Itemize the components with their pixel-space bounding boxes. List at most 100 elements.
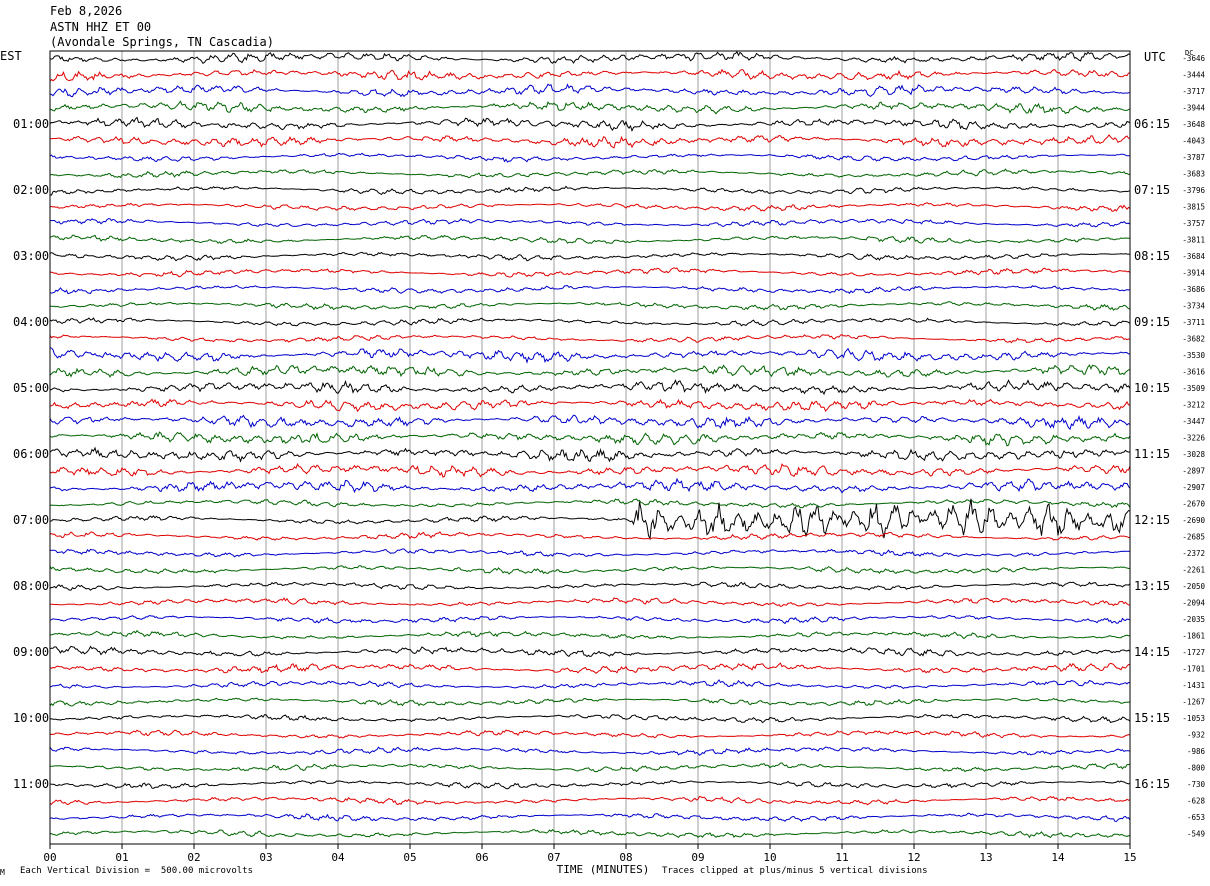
dc-offset-label: -1701 bbox=[1182, 665, 1205, 674]
dc-offset-label: -2035 bbox=[1182, 615, 1205, 624]
trace-line bbox=[50, 134, 1130, 149]
dc-offset-label: -3212 bbox=[1182, 401, 1205, 410]
plot-date: Feb 8,2026 bbox=[50, 4, 123, 18]
dc-offset-label: -3787 bbox=[1182, 153, 1205, 162]
x-tick-label: 14 bbox=[1051, 851, 1065, 864]
seismic-traces bbox=[49, 50, 1131, 839]
trace-line bbox=[49, 446, 1131, 463]
x-tick-label: 04 bbox=[331, 851, 345, 864]
dc-offset-label: -2372 bbox=[1182, 549, 1205, 558]
right-timezone-label: UTC bbox=[1144, 50, 1166, 64]
left-hour-label: 11:00 bbox=[13, 777, 49, 791]
left-hour-label: 02:00 bbox=[13, 183, 49, 197]
trace-line bbox=[49, 614, 1131, 625]
dc-offset-label: -3757 bbox=[1182, 219, 1205, 228]
trace-line bbox=[49, 762, 1131, 773]
trace-line bbox=[49, 729, 1131, 739]
left-hour-label: 10:00 bbox=[13, 711, 49, 725]
dc-offset-label: -549 bbox=[1187, 830, 1205, 839]
trace-line bbox=[49, 662, 1131, 674]
right-hour-label: 07:15 bbox=[1134, 183, 1170, 197]
left-hour-label: 01:00 bbox=[13, 117, 49, 131]
dc-offset-label: -3944 bbox=[1182, 104, 1205, 113]
trace-line bbox=[49, 795, 1131, 806]
dc-offset-label: -3444 bbox=[1182, 71, 1205, 80]
dc-offset-label: -3646 bbox=[1182, 54, 1205, 63]
dc-offset-label: -1431 bbox=[1182, 681, 1205, 690]
trace-line bbox=[49, 267, 1131, 278]
dc-offset-label: -730 bbox=[1187, 780, 1206, 789]
left-hour-labels: 01:00 02:00 03:00 04:00 05:00 06:00 07:00 08:00… bbox=[13, 117, 49, 791]
scale-note: Each Vertical Division = 500.00 microvol… bbox=[20, 866, 253, 876]
x-tick-label: 08 bbox=[619, 851, 632, 864]
x-tick-label: 07 bbox=[547, 851, 560, 864]
dc-offset-label: -628 bbox=[1187, 797, 1206, 806]
left-hour-label: 05:00 bbox=[13, 381, 49, 395]
dc-offset-label: -2685 bbox=[1182, 533, 1205, 542]
right-hour-label: 16:15 bbox=[1134, 777, 1170, 791]
dc-offset-label: -986 bbox=[1187, 747, 1206, 756]
dc-offset-label: -2670 bbox=[1182, 500, 1205, 509]
dc-offset-label: -2690 bbox=[1182, 516, 1205, 525]
dc-offset-label: -3226 bbox=[1182, 434, 1205, 443]
trace-line bbox=[49, 68, 1131, 82]
dc-offset-label: -3684 bbox=[1182, 252, 1205, 261]
trace-line bbox=[49, 498, 1131, 541]
trace-line bbox=[49, 812, 1131, 822]
dc-offset-label: -3686 bbox=[1182, 285, 1205, 294]
trace-line bbox=[49, 746, 1131, 756]
trace-line bbox=[49, 334, 1131, 344]
dc-offset-label: -3447 bbox=[1182, 417, 1205, 426]
dc-offset-label: -3028 bbox=[1182, 450, 1205, 459]
right-hour-labels: 06:15 07:15 08:15 09:15 10:15 11:15 12:15 13:15… bbox=[1134, 117, 1170, 791]
x-axis-title: TIME (MINUTES) bbox=[557, 863, 650, 876]
trace-line bbox=[49, 100, 1131, 115]
trace-line bbox=[49, 317, 1131, 327]
dc-offset-label: -3509 bbox=[1182, 384, 1205, 393]
dc-header-label: DC bbox=[1185, 49, 1194, 57]
x-tick-label: 09 bbox=[691, 851, 704, 864]
trace-line bbox=[49, 284, 1131, 295]
x-tick-label: 11 bbox=[835, 851, 848, 864]
trace-line bbox=[49, 581, 1131, 591]
trace-line bbox=[49, 202, 1131, 212]
dc-offset-label: -3616 bbox=[1182, 368, 1205, 377]
trace-line bbox=[49, 697, 1131, 707]
right-hour-label: 12:15 bbox=[1134, 513, 1170, 527]
x-tick-label: 06 bbox=[475, 851, 488, 864]
clip-note: Traces clipped at plus/minus 5 vertical … bbox=[662, 866, 928, 876]
right-hour-label: 14:15 bbox=[1134, 645, 1170, 659]
dc-offset-label: -2897 bbox=[1182, 467, 1205, 476]
dc-offset-labels: -3646 -3444 -3717 -3944 -3648 -4043 -3787 -3683… bbox=[1182, 54, 1205, 839]
dc-offset-label: -1861 bbox=[1182, 632, 1205, 641]
left-hour-label: 07:00 bbox=[13, 513, 49, 527]
trace-line bbox=[49, 498, 1131, 509]
left-hour-label: 09:00 bbox=[13, 645, 49, 659]
plot-frame bbox=[49, 50, 1131, 845]
trace-line bbox=[49, 780, 1131, 790]
trace-line bbox=[49, 629, 1131, 640]
dc-offset-label: -1053 bbox=[1182, 714, 1205, 723]
dc-offset-label: -3796 bbox=[1182, 186, 1205, 195]
left-hour-label: 04:00 bbox=[13, 315, 49, 329]
trace-line bbox=[49, 301, 1131, 311]
trace-line bbox=[49, 679, 1131, 690]
trace-line bbox=[49, 477, 1131, 494]
trace-line bbox=[49, 83, 1131, 98]
left-timezone-label: EST bbox=[0, 49, 22, 63]
x-axis-ticks: 00 01 02 03 04 05 06 07 08 09 10 11 12 13 14 15 bbox=[43, 844, 1137, 864]
right-hour-label: 09:15 bbox=[1134, 315, 1170, 329]
dc-offset-label: -3683 bbox=[1182, 170, 1205, 179]
right-hour-label: 08:15 bbox=[1134, 249, 1170, 263]
x-tick-label: 12 bbox=[907, 851, 920, 864]
left-hour-label: 06:00 bbox=[13, 447, 49, 461]
dc-offset-label: -3811 bbox=[1182, 236, 1205, 245]
left-hour-label: 08:00 bbox=[13, 579, 49, 593]
right-hour-label: 13:15 bbox=[1134, 579, 1170, 593]
dc-offset-label: -3711 bbox=[1182, 318, 1205, 327]
dc-offset-label: -2094 bbox=[1182, 599, 1205, 608]
x-tick-label: 13 bbox=[979, 851, 992, 864]
trace-line bbox=[49, 462, 1131, 478]
trace-line bbox=[49, 218, 1131, 228]
